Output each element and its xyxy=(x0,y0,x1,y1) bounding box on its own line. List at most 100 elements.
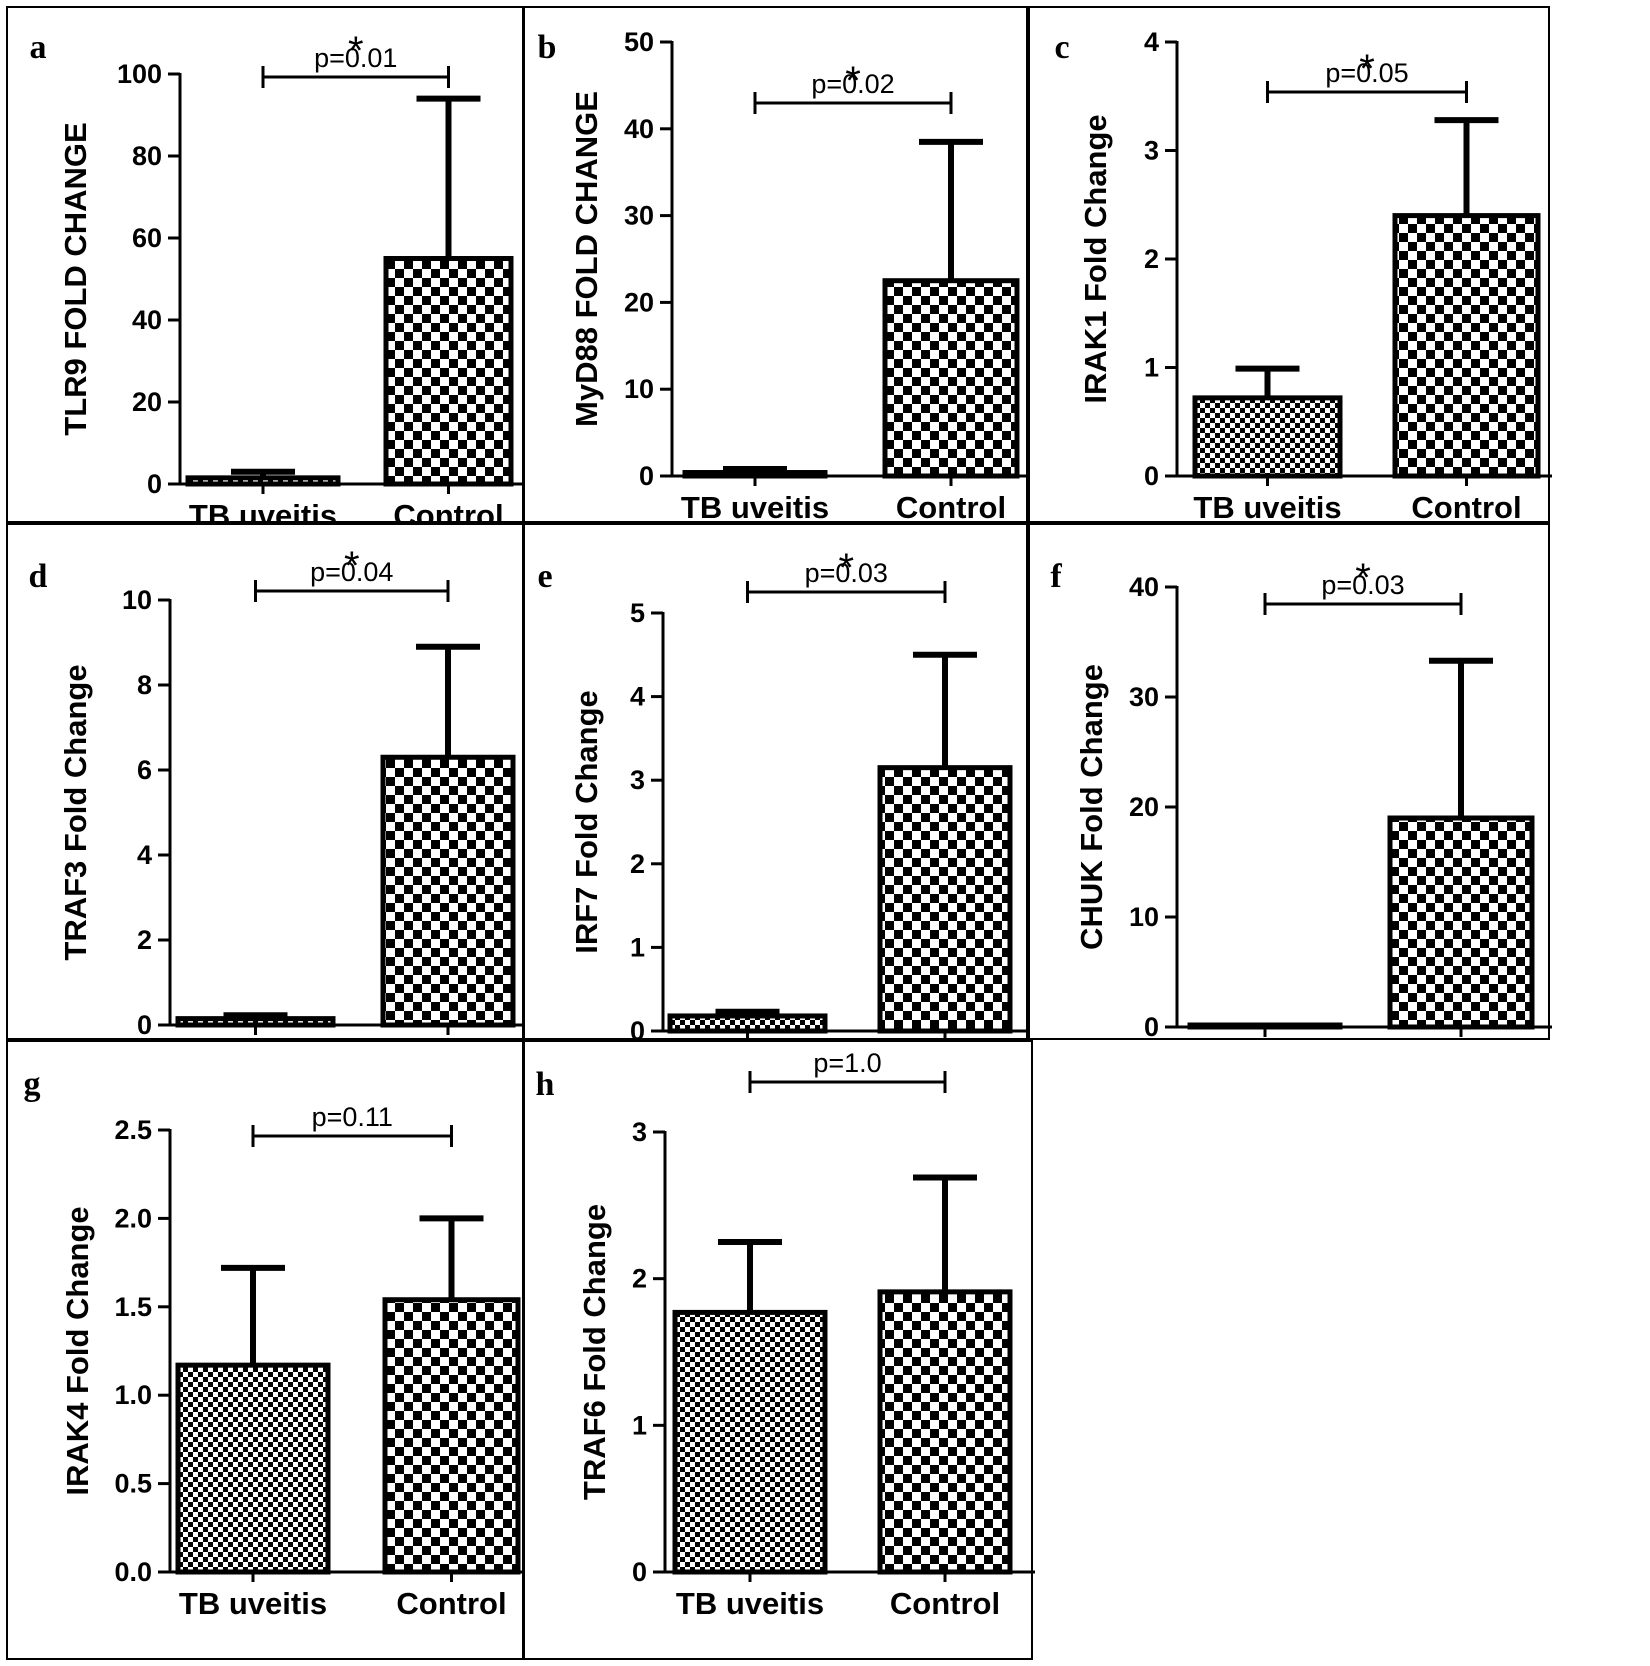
y-tick-label: 2 xyxy=(630,849,645,879)
panel-b: b 0 10 20 30 40 50 MyD88 FOLD CHANGE TB uveitis C… xyxy=(523,6,1030,525)
category-label: Control xyxy=(896,490,1006,525)
bar-control xyxy=(877,765,1013,1034)
bar-tb-uveitis xyxy=(175,1362,331,1575)
p-value: p=0.04 xyxy=(310,557,393,587)
y-tick-label: 0 xyxy=(1144,461,1159,491)
bar-control xyxy=(383,256,514,487)
y-tick-label: 10 xyxy=(624,374,654,404)
panel-letter: h xyxy=(536,1066,555,1103)
y-tick-label: 3 xyxy=(1144,136,1159,166)
y-tick-label: 1.0 xyxy=(114,1380,152,1410)
chart-svg-g: g 0.0 0.5 1.0 1.5 2.0 2.5 IRAK4 Fold Change TB u… xyxy=(24,1066,526,1621)
p-value: p=0.03 xyxy=(1321,570,1404,600)
y-tick-label: 100 xyxy=(117,59,162,89)
chart-svg-h: h 0 1 2 3 TRAF6 Fold Change TB uveitis Control p… xyxy=(536,1048,1035,1621)
y-tick-label: 1 xyxy=(630,932,645,962)
panel-letter: b xyxy=(538,29,557,66)
panel-letter: a xyxy=(30,29,47,66)
chart-svg-a: a 0 20 40 60 80 100 TLR9 FOLD CHANGE TB uveitis C… xyxy=(30,29,526,525)
significance-star: * xyxy=(845,59,861,103)
y-tick-label: 40 xyxy=(624,114,654,144)
y-tick-label: 1.5 xyxy=(114,1292,152,1322)
p-value: p=0.01 xyxy=(314,43,397,73)
p-value: p=0.02 xyxy=(811,69,894,99)
y-tick-label: 0 xyxy=(147,469,162,499)
y-tick-label: 20 xyxy=(1129,792,1159,822)
y-axis-label: MyD88 FOLD CHANGE xyxy=(569,91,604,427)
y-tick-label: 0 xyxy=(630,1016,645,1042)
bar-tb-uveitis xyxy=(175,1016,336,1028)
category-label: TB uveitis xyxy=(681,490,829,525)
chart-svg-c: c 0 1 2 3 4 IRAK1 Fold Change TB uveitis Control… xyxy=(1054,27,1552,525)
y-tick-label: 0 xyxy=(639,461,654,491)
y-axis-label: TLR9 FOLD CHANGE xyxy=(58,122,93,435)
bar-control xyxy=(877,1289,1013,1575)
y-tick-label: 80 xyxy=(132,141,162,171)
panel-letter: f xyxy=(1050,558,1062,595)
y-tick-label: 2 xyxy=(632,1264,647,1294)
bar-tb-uveitis xyxy=(667,1013,828,1034)
y-tick-label: 4 xyxy=(630,682,645,712)
bar-control xyxy=(382,1297,521,1575)
y-axis-label: IRF7 Fold Change xyxy=(569,690,604,954)
y-tick-label: 1 xyxy=(632,1410,647,1440)
category-label: Control xyxy=(890,1586,1000,1621)
category-label: Control xyxy=(1406,1041,1516,1042)
panel-letter: g xyxy=(24,1066,41,1103)
y-tick-label: 5 xyxy=(630,598,645,628)
category-label: TB uveitis xyxy=(1191,1041,1339,1042)
significance-star: * xyxy=(1355,556,1371,600)
category-label: Control xyxy=(1411,490,1521,525)
y-axis-label: IRAK4 Fold Change xyxy=(60,1206,95,1495)
bar-tb-uveitis xyxy=(682,470,828,479)
y-tick-label: 2 xyxy=(1144,244,1159,274)
y-tick-label: 2 xyxy=(137,925,152,955)
y-tick-label: 0.0 xyxy=(114,1557,152,1587)
p-value: p=0.11 xyxy=(312,1102,393,1132)
bar-tb-uveitis xyxy=(185,475,341,487)
y-tick-label: 20 xyxy=(132,387,162,417)
y-tick-label: 60 xyxy=(132,223,162,253)
y-tick-label: 10 xyxy=(1129,902,1159,932)
panel-a: a 0 20 40 60 80 100 TLR9 FOLD CHANGE TB uveitis C… xyxy=(6,6,526,525)
bar-control xyxy=(882,278,1020,479)
y-tick-label: 30 xyxy=(624,201,654,231)
y-tick-label: 40 xyxy=(1129,572,1159,602)
y-tick-label: 1 xyxy=(1144,353,1159,383)
y-tick-label: 2.0 xyxy=(114,1203,152,1233)
y-tick-label: 3 xyxy=(632,1117,647,1147)
p-value: p=1.0 xyxy=(813,1048,881,1078)
panel-letter: c xyxy=(1054,29,1069,66)
panel-f: f 0 10 20 30 40 CHUK Fold Change TB uveitis Cont… xyxy=(1028,523,1552,1042)
p-value: p=0.05 xyxy=(1325,58,1408,88)
category-label: TB uveitis xyxy=(189,498,337,525)
significance-star: * xyxy=(838,546,854,590)
category-label: Control xyxy=(393,498,503,525)
y-tick-label: 50 xyxy=(624,27,654,57)
p-value: p=0.03 xyxy=(805,558,888,588)
bar-control xyxy=(1392,213,1541,479)
bar-tb-uveitis xyxy=(1192,395,1343,479)
y-axis-label: CHUK Fold Change xyxy=(1074,664,1109,950)
y-tick-label: 3 xyxy=(630,765,645,795)
y-tick-label: 30 xyxy=(1129,682,1159,712)
y-tick-label: 4 xyxy=(1144,27,1159,57)
bar-tb-uveitis xyxy=(672,1309,828,1575)
y-tick-label: 4 xyxy=(137,840,152,870)
panel-h: h 0 1 2 3 TRAF6 Fold Change TB uveitis Control p… xyxy=(523,1040,1035,1660)
y-axis-label: TRAF6 Fold Change xyxy=(577,1204,612,1500)
bar-tb-uveitis xyxy=(1187,1022,1343,1030)
y-tick-label: 6 xyxy=(137,755,152,785)
y-axis-label: IRAK1 Fold Change xyxy=(1078,114,1113,403)
significance-star: * xyxy=(344,544,360,588)
y-axis-label: TRAF3 Fold Change xyxy=(58,664,93,960)
category-label: TB uveitis xyxy=(1193,490,1341,525)
category-label: Control xyxy=(396,1586,506,1621)
y-tick-label: 8 xyxy=(137,670,152,700)
significance-star: * xyxy=(348,29,364,73)
y-tick-label: 40 xyxy=(132,305,162,335)
